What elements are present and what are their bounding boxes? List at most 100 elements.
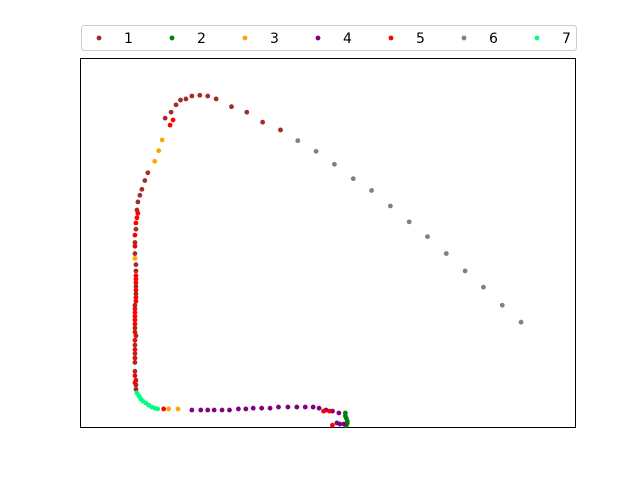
data-point <box>227 407 232 413</box>
data-point <box>132 302 138 308</box>
points-layer <box>132 92 524 428</box>
data-point <box>518 319 524 325</box>
legend-item: 2 <box>169 31 206 47</box>
legend-label: 3 <box>270 31 279 47</box>
data-point <box>295 138 301 144</box>
series-7 <box>134 390 161 412</box>
data-point <box>278 127 283 133</box>
data-point <box>173 102 179 108</box>
data-point <box>133 333 139 339</box>
legend-item: 7 <box>534 31 571 47</box>
data-point <box>267 405 273 411</box>
data-point <box>198 407 204 413</box>
data-point <box>132 380 138 386</box>
data-point <box>341 421 347 427</box>
data-point <box>211 407 217 413</box>
data-point <box>327 408 332 414</box>
data-point <box>313 148 319 154</box>
data-point <box>406 219 412 225</box>
data-point <box>132 321 138 327</box>
data-point <box>132 342 138 348</box>
legend-item: 3 <box>242 31 279 47</box>
data-point <box>132 355 138 361</box>
series-3 <box>132 137 181 412</box>
data-point <box>197 92 203 98</box>
data-point <box>132 310 138 316</box>
data-point <box>330 422 335 428</box>
data-point <box>137 192 143 198</box>
data-point <box>250 405 256 411</box>
data-point <box>350 176 356 182</box>
data-point <box>243 406 249 412</box>
data-point <box>321 408 326 414</box>
data-point <box>133 226 139 232</box>
legend-marker <box>461 35 467 41</box>
data-point <box>132 351 138 356</box>
plot-area <box>80 58 576 428</box>
data-point <box>161 406 167 412</box>
legend: 1 2 3 4 5 6 7 <box>81 25 577 51</box>
data-point <box>156 148 162 154</box>
data-point <box>332 161 337 167</box>
data-point <box>175 406 181 412</box>
legend-item: 4 <box>315 31 352 47</box>
data-point <box>133 276 139 282</box>
data-point <box>425 234 430 240</box>
data-point <box>133 268 139 274</box>
legend-label: 5 <box>416 31 425 47</box>
data-point <box>135 210 141 216</box>
data-point <box>244 109 250 115</box>
data-point <box>285 404 291 410</box>
data-point <box>443 251 449 256</box>
data-point <box>133 273 139 279</box>
data-point <box>132 243 138 249</box>
data-point <box>166 406 172 412</box>
data-point <box>132 313 138 319</box>
data-point <box>155 406 161 412</box>
data-point <box>189 93 195 99</box>
data-point <box>178 97 183 103</box>
data-point <box>132 373 138 379</box>
data-point <box>316 405 322 411</box>
data-point <box>219 407 225 413</box>
data-point <box>162 115 168 121</box>
data-point <box>133 280 139 286</box>
data-point <box>183 96 189 102</box>
data-point <box>259 405 265 411</box>
data-point <box>133 287 139 293</box>
data-point <box>133 291 139 297</box>
data-point <box>133 220 139 226</box>
data-point <box>139 186 145 192</box>
data-point <box>462 268 468 274</box>
legend-item: 5 <box>388 31 425 47</box>
data-point <box>294 404 300 410</box>
legend-label: 7 <box>562 31 571 47</box>
data-point <box>133 386 139 392</box>
data-point <box>336 410 342 416</box>
data-point <box>145 170 151 176</box>
data-point <box>132 251 138 256</box>
data-point <box>167 122 173 128</box>
data-point <box>142 178 148 183</box>
data-point <box>132 255 138 261</box>
data-point <box>132 240 138 245</box>
data-point <box>132 347 138 352</box>
series-6 <box>295 138 524 325</box>
series-1 <box>132 92 283 392</box>
data-point <box>132 360 138 365</box>
data-point <box>499 302 505 308</box>
data-point <box>135 199 141 205</box>
legend-frame <box>81 25 577 51</box>
data-point <box>369 188 374 193</box>
legend-label: 2 <box>197 31 206 47</box>
data-point <box>152 158 158 164</box>
legend-marker <box>388 35 394 41</box>
data-point <box>236 406 241 412</box>
series-2 <box>342 410 350 428</box>
data-point <box>134 215 140 221</box>
data-point <box>337 421 343 427</box>
data-point <box>132 232 138 238</box>
data-point <box>133 298 139 304</box>
legend-marker <box>242 35 248 41</box>
data-point <box>205 93 211 99</box>
